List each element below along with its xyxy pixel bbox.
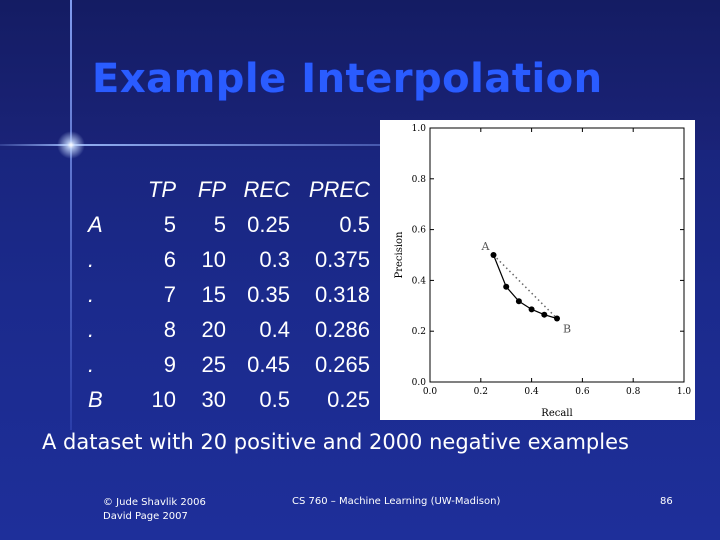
- table-cell: 10: [151, 387, 176, 412]
- table-cell: 30: [201, 387, 226, 412]
- recall-precision-table: TP FP REC PREC A 5 5 0.25 0.5. 6 10 0.3 0.375. 7 15 0.3…: [84, 177, 384, 422]
- x-tick-label: 0.2: [474, 387, 488, 397]
- dataset-caption: A dataset with 20 positive and 2000 nega…: [42, 430, 629, 454]
- table-header-cell: FP: [197, 177, 226, 202]
- decorative-vertical-line: [70, 0, 72, 430]
- table-cell: 5: [213, 212, 226, 237]
- y-tick-label: 0.2: [412, 327, 426, 337]
- pr-curve-plot: 0.0 0.2 0.4 0.6 0.8 1.0 0.0 0.2 0.4 0.6 0.8 1.0 Reca…: [380, 120, 695, 420]
- table-cell: 5: [163, 212, 176, 237]
- table-cell: 0.318: [314, 282, 370, 307]
- point-annotation-label: B: [563, 323, 571, 336]
- table-row: . 8 20 0.4 0.286: [84, 317, 384, 352]
- table-cell: 25: [201, 352, 226, 377]
- y-tick-label: 0.0: [412, 378, 427, 388]
- table-cell: .: [88, 317, 95, 342]
- footer-copyright-line1: © Jude Shavlik 2006: [103, 497, 206, 508]
- data-point: [503, 283, 510, 290]
- table-cell: 0.5: [339, 212, 370, 237]
- table-cell: 0.45: [247, 352, 290, 377]
- table-cell: 0.3: [259, 247, 290, 272]
- sparkle-icon: [57, 131, 85, 159]
- table-row: B 10 30 0.5 0.25: [84, 387, 384, 422]
- y-axis-label: Precision: [394, 231, 405, 279]
- data-point: [490, 252, 497, 258]
- y-tick-label: 1.0: [412, 124, 427, 134]
- interpolated-curve: [492, 254, 558, 320]
- table-row: A 5 5 0.25 0.5: [84, 212, 384, 247]
- y-tick-label: 0.8: [412, 175, 427, 185]
- footer-page-number: 86: [660, 496, 673, 507]
- data-point: [515, 298, 522, 305]
- table-cell: 0.25: [247, 212, 290, 237]
- data-point: [541, 311, 548, 318]
- x-tick-label: 1.0: [677, 387, 692, 397]
- table-cell: A: [88, 212, 103, 237]
- table-cell: B: [88, 387, 103, 412]
- table-cell: 15: [201, 282, 226, 307]
- table-row: . 6 10 0.3 0.375: [84, 247, 384, 282]
- table-cell: 8: [163, 317, 176, 342]
- table-cell: .: [88, 282, 95, 307]
- table-cell: 0.25: [327, 387, 370, 412]
- footer-copyright-line2: David Page 2007: [103, 511, 188, 522]
- footer-course: CS 760 – Machine Learning (UW-Madison): [292, 496, 501, 507]
- footer-copyright: © Jude Shavlik 2006 David Page 2007: [103, 496, 206, 524]
- plot-frame: [429, 127, 685, 383]
- decorative-horizontal-line: [0, 144, 500, 146]
- table-cell: 10: [201, 247, 226, 272]
- table-cell: 0.265: [314, 352, 370, 377]
- slide-title: Example Interpolation: [92, 56, 603, 102]
- interpolation-dotted-line: [492, 254, 558, 320]
- table-cell: .: [88, 352, 95, 377]
- table-cell: 0.35: [247, 282, 290, 307]
- table-row: . 7 15 0.35 0.318: [84, 282, 384, 317]
- table-header-cell: TP: [147, 177, 176, 202]
- table-header-cell: PREC: [308, 177, 370, 202]
- x-axis-label: Recall: [541, 408, 572, 419]
- data-point: [554, 315, 560, 322]
- x-tick-label: 0.8: [626, 387, 641, 397]
- table-cell: 9: [163, 352, 176, 377]
- table-row: . 9 25 0.45 0.265: [84, 352, 384, 387]
- point-annotation-label: A: [481, 240, 491, 253]
- table-cell: 0.375: [314, 247, 370, 272]
- table-cell: 7: [163, 282, 176, 307]
- x-tick-label: 0.6: [575, 387, 590, 397]
- table-cell: 20: [201, 317, 226, 342]
- x-tick-label: 0.0: [423, 387, 438, 397]
- table-header-row: TP FP REC PREC: [84, 177, 384, 212]
- table-header-cell: REC: [243, 177, 290, 202]
- table-cell: 6: [163, 247, 176, 272]
- pr-curve-svg: 0.0 0.2 0.4 0.6 0.8 1.0 0.0 0.2 0.4 0.6 0.8 1.0 Reca…: [394, 124, 692, 419]
- data-point: [528, 306, 535, 313]
- table-cell: 0.4: [259, 317, 290, 342]
- table-cell: .: [88, 247, 95, 272]
- x-tick-label: 0.4: [524, 387, 539, 397]
- y-tick-label: 0.6: [412, 226, 427, 236]
- table-cell: 0.5: [259, 387, 290, 412]
- y-tick-label: 0.4: [412, 276, 427, 286]
- table-cell: 0.286: [314, 317, 370, 342]
